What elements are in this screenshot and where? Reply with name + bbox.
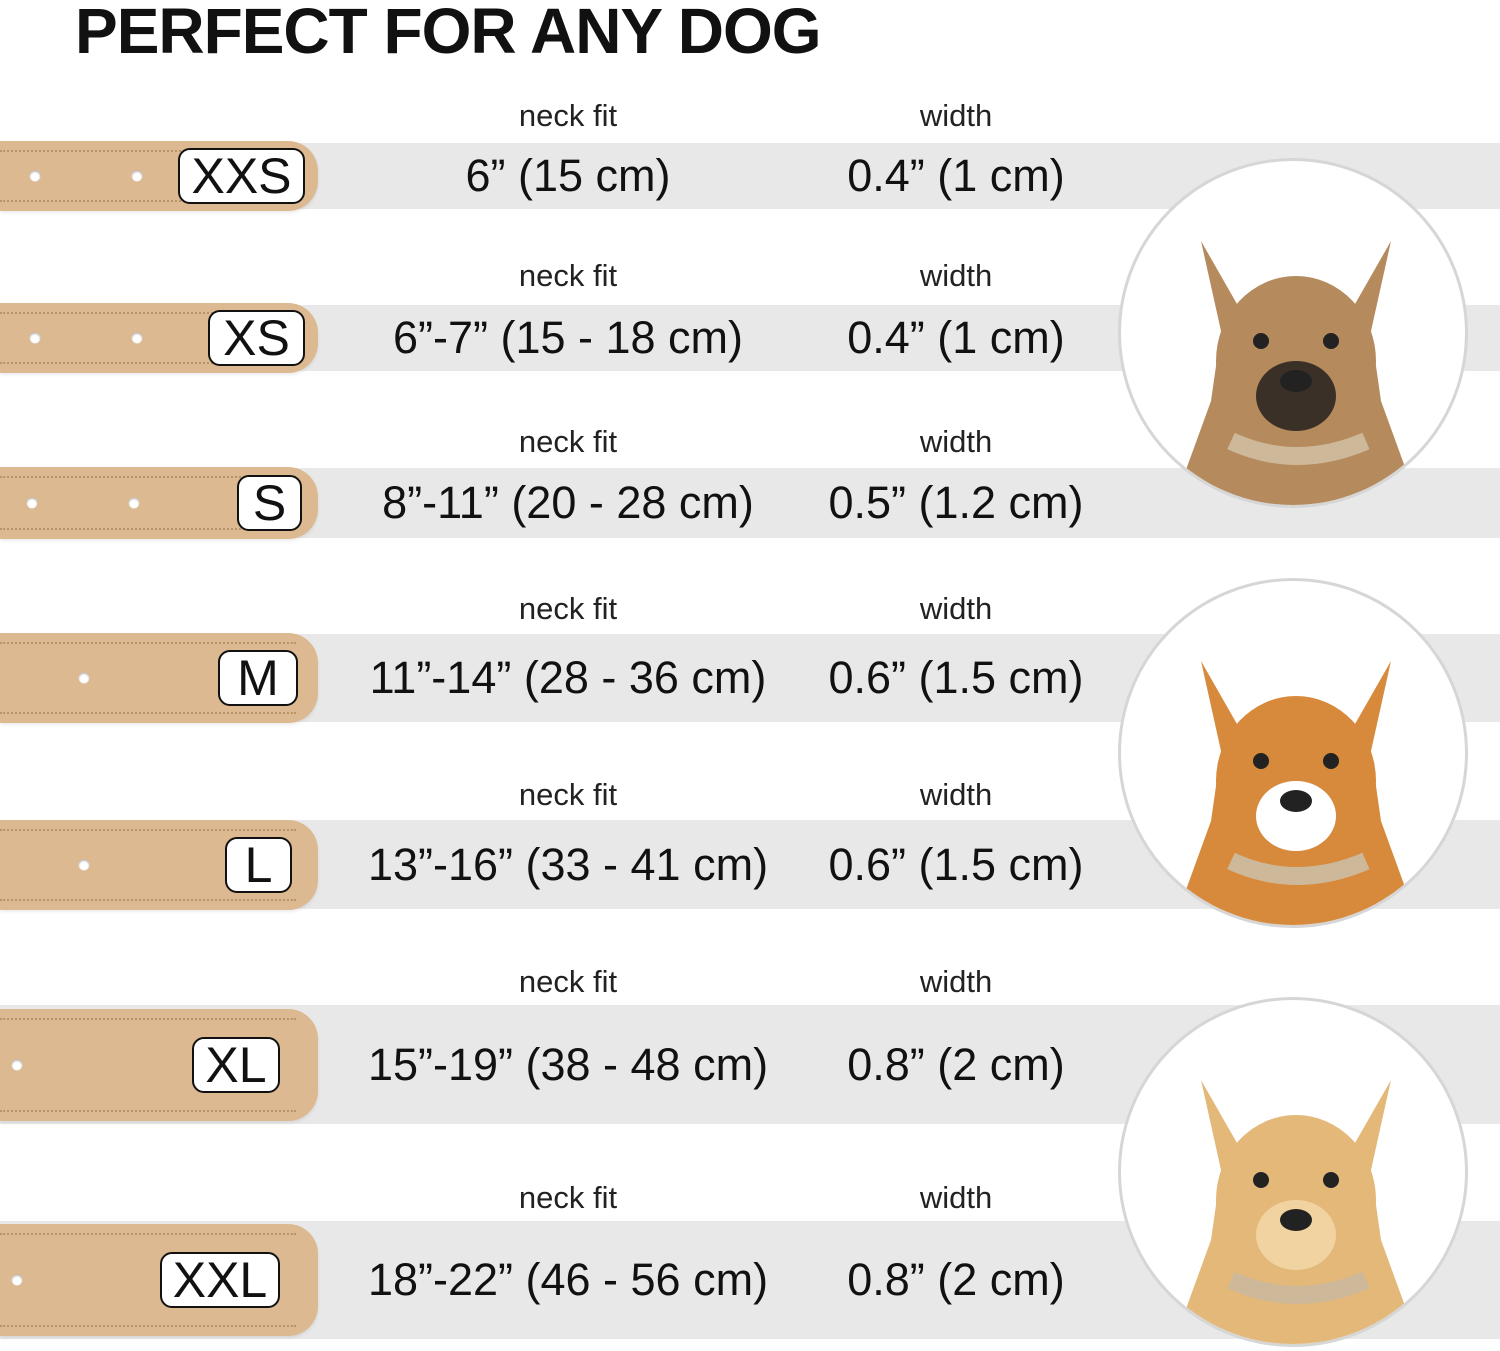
neck-fit-label: neck fit xyxy=(518,258,618,293)
neck-fit-label: neck fit xyxy=(518,424,618,459)
size-badge: XXS xyxy=(178,148,305,204)
width-label: width xyxy=(919,1180,993,1215)
collar-strap: M xyxy=(0,633,318,723)
neck-fit-label: neck fit xyxy=(518,777,618,812)
collar-hole xyxy=(29,332,41,344)
neck-fit-value: 13”-16” (33 - 41 cm) xyxy=(367,838,769,890)
width-label: width xyxy=(919,777,993,812)
size-badge: XS xyxy=(208,310,305,366)
width-value: 0.6” (1.5 cm) xyxy=(828,838,1084,890)
neck-fit-value: 11”-14” (28 - 36 cm) xyxy=(369,652,767,703)
neck-fit-value: 15”-19” (38 - 48 cm) xyxy=(367,1038,769,1090)
width-value: 0.8” (2 cm) xyxy=(847,1038,1065,1090)
width-label: width xyxy=(919,98,993,133)
neck-fit-label: neck fit xyxy=(518,98,618,133)
width-value: 0.4” (1 cm) xyxy=(847,150,1065,201)
collar-hole xyxy=(78,859,90,870)
neck-fit-label: neck fit xyxy=(518,591,618,626)
dog-photo xyxy=(1118,997,1468,1347)
size-badge: XL xyxy=(192,1036,280,1093)
collar-hole xyxy=(11,1274,23,1286)
width-label: width xyxy=(919,424,993,459)
collar-hole xyxy=(131,170,143,182)
dog-photo xyxy=(1118,578,1468,928)
neck-fit-value: 6” (15 cm) xyxy=(465,150,671,201)
dog-icon xyxy=(1173,661,1419,925)
dog-photo xyxy=(1118,158,1468,508)
size-badge: XXL xyxy=(160,1252,280,1308)
collar-hole xyxy=(11,1059,23,1070)
size-badge: S xyxy=(237,475,302,531)
width-value: 0.5” (1.2 cm) xyxy=(828,477,1084,528)
dog-icon xyxy=(1173,241,1419,505)
dog-icon xyxy=(1173,1080,1419,1344)
collar-hole xyxy=(29,170,41,182)
width-label: width xyxy=(919,258,993,293)
collar-hole xyxy=(26,497,38,509)
collar-strap: L xyxy=(0,819,318,910)
size-badge: L xyxy=(225,836,292,893)
width-value: 0.6” (1.5 cm) xyxy=(828,652,1084,703)
neck-fit-label: neck fit xyxy=(518,964,618,999)
collar-strap: XXS xyxy=(0,141,318,211)
collar-strap: XXL xyxy=(0,1224,318,1336)
width-value: 0.4” (1 cm) xyxy=(847,312,1065,363)
width-value: 0.8” (2 cm) xyxy=(847,1254,1065,1305)
width-label: width xyxy=(919,964,993,999)
collar-hole xyxy=(78,672,90,684)
size-badge: M xyxy=(218,650,298,706)
neck-fit-value: 18”-22” (46 - 56 cm) xyxy=(367,1254,769,1305)
neck-fit-value: 8”-11” (20 - 28 cm) xyxy=(382,477,754,528)
neck-fit-value: 6”-7” (15 - 18 cm) xyxy=(392,312,744,363)
collar-strap: XL xyxy=(0,1008,318,1121)
collar-strap: XS xyxy=(0,303,318,373)
page-title: PERFECT FOR ANY DOG xyxy=(75,0,821,67)
collar-strap: S xyxy=(0,467,318,539)
collar-hole xyxy=(131,332,143,344)
collar-hole xyxy=(128,497,140,509)
width-label: width xyxy=(919,591,993,626)
neck-fit-label: neck fit xyxy=(518,1180,618,1215)
